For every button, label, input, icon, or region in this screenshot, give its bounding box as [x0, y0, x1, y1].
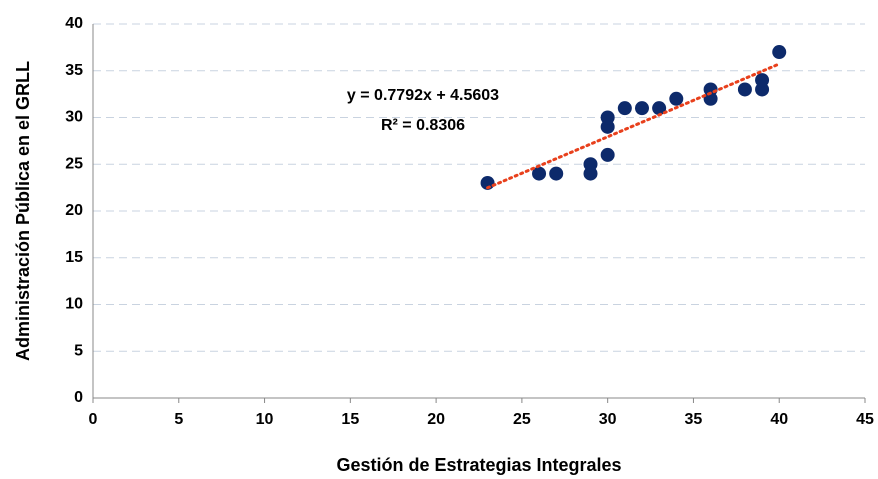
y-tick-label: 25: [65, 155, 83, 172]
point: [652, 101, 667, 116]
y-tick-label: 30: [65, 109, 83, 126]
point: [737, 82, 752, 97]
point: [583, 157, 598, 172]
point: [772, 45, 787, 60]
trend-r2: R² = 0.8306: [381, 117, 465, 134]
y-tick-label: 40: [65, 15, 83, 32]
y-tick-label: 35: [65, 62, 83, 79]
point: [480, 175, 495, 190]
x-tick-label: 25: [513, 411, 531, 428]
y-tick-label: 0: [74, 389, 83, 406]
point: [634, 101, 649, 116]
trendline: [486, 62, 781, 190]
point: [600, 110, 615, 125]
x-tick-label: 20: [427, 411, 445, 428]
point: [617, 101, 632, 116]
y-tick-label: 20: [65, 202, 83, 219]
x-tick-label: 0: [89, 411, 98, 428]
point: [532, 166, 547, 181]
x-tick-label: 30: [599, 411, 617, 428]
x-tick-label: 40: [770, 411, 788, 428]
x-tick-label: 35: [685, 411, 703, 428]
x-tick-label: 15: [341, 411, 359, 428]
x-tick-label: 10: [256, 411, 274, 428]
x-tick-label: 45: [856, 411, 874, 428]
y-tick-label: 15: [65, 249, 83, 266]
y-axis-title: Administración Pública en el GRLL: [13, 61, 33, 361]
trend-equation: y = 0.7792x + 4.5603: [347, 87, 499, 104]
point: [755, 73, 770, 88]
x-axis-title: Gestión de Estrategias Integrales: [336, 455, 621, 475]
point: [669, 91, 684, 106]
point: [600, 147, 615, 162]
x-tick-label: 5: [174, 411, 183, 428]
y-tick-label: 10: [65, 296, 83, 313]
y-tick-label: 5: [74, 342, 83, 359]
point: [549, 166, 564, 181]
